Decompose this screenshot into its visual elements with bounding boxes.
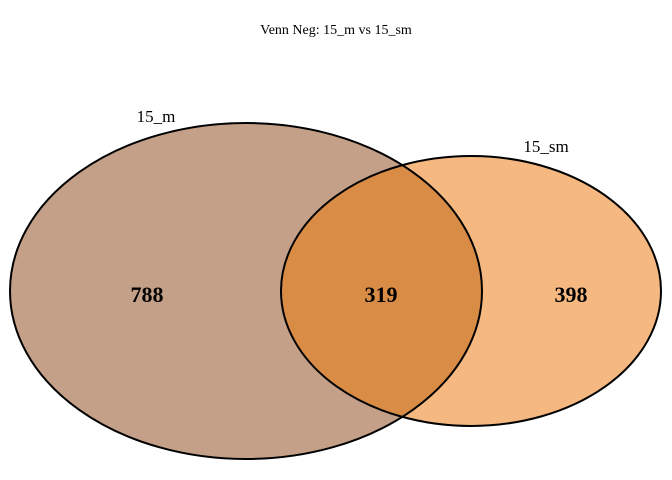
set-15-m-only-count: 788 [131,282,164,307]
set-15-sm-only-count: 398 [555,282,588,307]
set-15-sm-outline [280,155,662,427]
chart-title: Venn Neg: 15_m vs 15_sm [260,23,412,38]
set-15-sm-label: 15_sm [523,137,568,156]
set-15-m-outline [9,122,483,460]
set-15-m-label: 15_m [137,107,176,126]
intersection-count: 319 [365,282,398,307]
intersection-region [281,156,482,426]
